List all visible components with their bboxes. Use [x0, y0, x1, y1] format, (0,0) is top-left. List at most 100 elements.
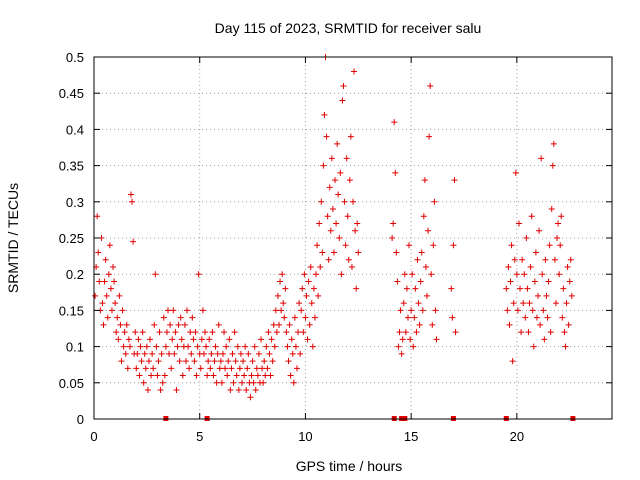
- data-point: [558, 213, 565, 220]
- data-point: [433, 336, 440, 343]
- y-tick-label: 0.25: [59, 231, 84, 246]
- data-point: [200, 350, 207, 357]
- data-point: [562, 343, 569, 350]
- data-point: [217, 358, 224, 365]
- data-point: [449, 314, 456, 321]
- data-point: [118, 358, 125, 365]
- data-point: [424, 292, 430, 299]
- data-point: [216, 365, 223, 372]
- data-point: [563, 300, 570, 307]
- data-point: [169, 336, 176, 343]
- data-point: [202, 329, 208, 336]
- data-point: [448, 285, 455, 292]
- data-point: [351, 68, 358, 75]
- data-point: [339, 97, 346, 104]
- data-point: [123, 321, 130, 328]
- data-point: [333, 220, 340, 227]
- data-point: [117, 321, 124, 328]
- data-point: [300, 329, 307, 336]
- data-point: [133, 365, 140, 372]
- data-point: [282, 285, 289, 292]
- data-point: [308, 300, 315, 307]
- data-point: [310, 285, 317, 292]
- data-point: [239, 379, 245, 386]
- data-point: [188, 350, 195, 357]
- data-point: [179, 372, 186, 379]
- data-point: [543, 292, 550, 299]
- data-point: [546, 242, 553, 249]
- data-point: [506, 321, 513, 328]
- data-point: [161, 372, 168, 379]
- data-point: [198, 336, 205, 343]
- data-point: [311, 314, 318, 321]
- data-point: [335, 191, 342, 198]
- data-point: [325, 256, 332, 263]
- data-point: [343, 155, 350, 162]
- data-point: [209, 329, 216, 336]
- data-point: [408, 307, 415, 314]
- data-point: [192, 329, 199, 336]
- x-tick-label: 15: [404, 429, 418, 444]
- data-point: [190, 336, 197, 343]
- data-point: [110, 263, 117, 270]
- data-point: [274, 292, 281, 299]
- data-point: [195, 271, 202, 278]
- data-point: [213, 379, 220, 386]
- data-point: [293, 365, 300, 372]
- y-tick-label: 0.35: [59, 159, 84, 174]
- data-point: [532, 249, 539, 256]
- data-point: [320, 162, 327, 169]
- data-point: [509, 358, 516, 365]
- data-point: [145, 358, 152, 365]
- data-point: [332, 177, 339, 184]
- data-point: [298, 307, 305, 314]
- data-point: [327, 227, 334, 234]
- data-point: [556, 271, 563, 278]
- data-point: [206, 336, 213, 343]
- data-point: [341, 198, 348, 205]
- data-point: [168, 365, 175, 372]
- data-point: [205, 358, 212, 365]
- data-point: [566, 278, 573, 285]
- data-point: [135, 336, 142, 343]
- data-point: [95, 249, 102, 256]
- data-point: [348, 263, 355, 270]
- data-point: [130, 238, 137, 245]
- data-point: [527, 263, 534, 270]
- data-point: [536, 227, 543, 234]
- data-point: [518, 329, 525, 336]
- data-point: [260, 379, 267, 386]
- data-point: [189, 314, 196, 321]
- data-point: [355, 249, 362, 256]
- data-point: [528, 213, 535, 220]
- data-point: [549, 162, 556, 169]
- data-point: [512, 169, 519, 176]
- data-point: [299, 285, 306, 292]
- data-point: [353, 285, 360, 292]
- data-point: [191, 358, 198, 365]
- data-point: [544, 314, 551, 321]
- data-point: [557, 242, 564, 249]
- data-point: [406, 242, 413, 249]
- data-point: [269, 358, 276, 365]
- data-point: [99, 300, 106, 307]
- data-point: [266, 350, 273, 357]
- data-point: [122, 350, 129, 357]
- data-point: [305, 278, 312, 285]
- data-point: [132, 329, 139, 336]
- data-point: [537, 321, 544, 328]
- data-point: [276, 321, 282, 328]
- data-point: [389, 235, 396, 241]
- data-point: [149, 350, 156, 357]
- data-point: [431, 198, 438, 205]
- data-point: [336, 235, 343, 241]
- data-point: [510, 300, 517, 307]
- data-point: [175, 321, 182, 328]
- data-point: [250, 379, 257, 386]
- data-point: [214, 350, 221, 357]
- data-point: [231, 329, 238, 336]
- data-point: [290, 379, 297, 386]
- data-point: [212, 343, 219, 350]
- data-point: [157, 387, 164, 394]
- data-point: [533, 314, 540, 321]
